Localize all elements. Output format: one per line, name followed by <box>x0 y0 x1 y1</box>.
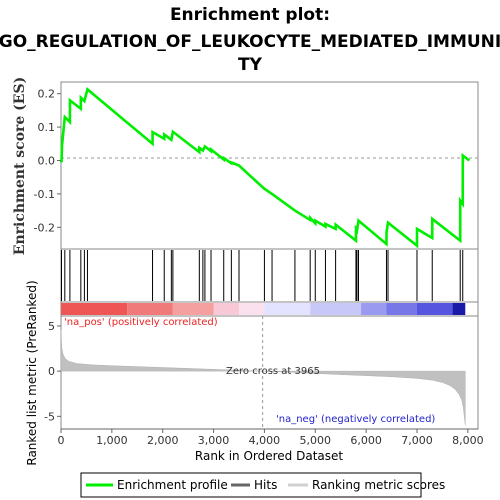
rank-color-band-segment <box>127 303 173 315</box>
enrichment-profile-line <box>59 87 471 249</box>
legend-metric-label: Ranking metric scores <box>312 478 445 492</box>
x-axis-label: Rank in Ordered Dataset <box>195 449 343 463</box>
hit-markers <box>61 250 464 301</box>
metric-y-tick-label: 0 <box>48 365 55 378</box>
hits-panel-frame <box>60 248 479 303</box>
metric-y-tick-label: 5 <box>48 320 55 333</box>
legend-hits-label: Hits <box>254 478 277 492</box>
legend-box <box>80 472 422 498</box>
es-y-tick-label: 0.0 <box>38 154 56 167</box>
metric-panel: 50-5 'na_pos' (positively correlated) 'n… <box>25 280 479 466</box>
chart-title-line2: GO_REGULATION_OF_LEUKOCYTE_MEDIATED_IMMU… <box>0 32 500 52</box>
rank-color-band-segment <box>452 303 466 315</box>
rank-color-band-segment <box>264 303 311 315</box>
x-tick-label: 7,000 <box>401 434 433 447</box>
chart-title-line3: TY <box>238 55 263 75</box>
es-y-tick-label: -0.2 <box>34 221 55 234</box>
metric-y-axis-label: Ranked list metric (PreRanked) <box>25 280 39 465</box>
es-y-ticks: 0.2 0.1 0.0 -0.1 -0.2 <box>34 88 61 234</box>
positive-correlation-label: 'na_pos' (positively correlated) <box>64 317 218 328</box>
rank-color-band-segment <box>238 303 265 315</box>
x-tick-label: 5,000 <box>300 434 332 447</box>
es-y-tick-label: -0.1 <box>34 188 55 201</box>
chart-title-line1: Enrichment plot: <box>170 5 330 25</box>
x-tick-label: 8,000 <box>452 434 484 447</box>
es-y-tick-label: 0.1 <box>38 121 56 134</box>
x-tick-label: 2,000 <box>147 434 179 447</box>
es-panel: 0.2 0.1 0.0 -0.1 -0.2 Enrichment score (ES) <box>12 77 479 255</box>
x-tick-label: 3,000 <box>198 434 230 447</box>
rank-color-band <box>60 301 479 317</box>
es-y-axis-label: Enrichment score (ES) <box>12 77 28 255</box>
rank-color-band-segment <box>172 303 214 315</box>
x-axis: 0 1,000 2,000 3,000 4,000 5,000 6,000 7,000 8,00… <box>58 428 484 447</box>
zero-cross-label: Zero cross at 3965 <box>226 366 320 377</box>
hits-panel <box>60 248 479 303</box>
legend-enrichment-label: Enrichment profile <box>117 478 228 492</box>
x-tick-label: 0 <box>58 434 65 447</box>
negative-correlation-label: 'na_neg' (negatively correlated) <box>276 414 435 425</box>
rank-color-band-segment <box>310 303 362 315</box>
rank-color-band-segment <box>61 303 128 315</box>
es-panel-frame <box>60 81 479 250</box>
metric-y-ticks: 5 0 -5 <box>44 320 61 423</box>
metric-y-tick-label: -5 <box>44 410 55 423</box>
ranking-metric-area <box>60 329 466 426</box>
rank-color-band-segments <box>61 303 466 315</box>
rank-color-band-segment <box>386 303 417 315</box>
rank-color-band-segment <box>361 303 387 315</box>
x-tick-label: 6,000 <box>350 434 382 447</box>
x-tick-label: 4,000 <box>249 434 281 447</box>
legend: Enrichment profile Hits Ranking metric s… <box>80 472 445 498</box>
es-y-tick-label: 0.2 <box>38 88 56 101</box>
rank-color-band-segment <box>213 303 239 315</box>
rank-color-band-segment <box>416 303 453 315</box>
x-tick-label: 1,000 <box>96 434 128 447</box>
